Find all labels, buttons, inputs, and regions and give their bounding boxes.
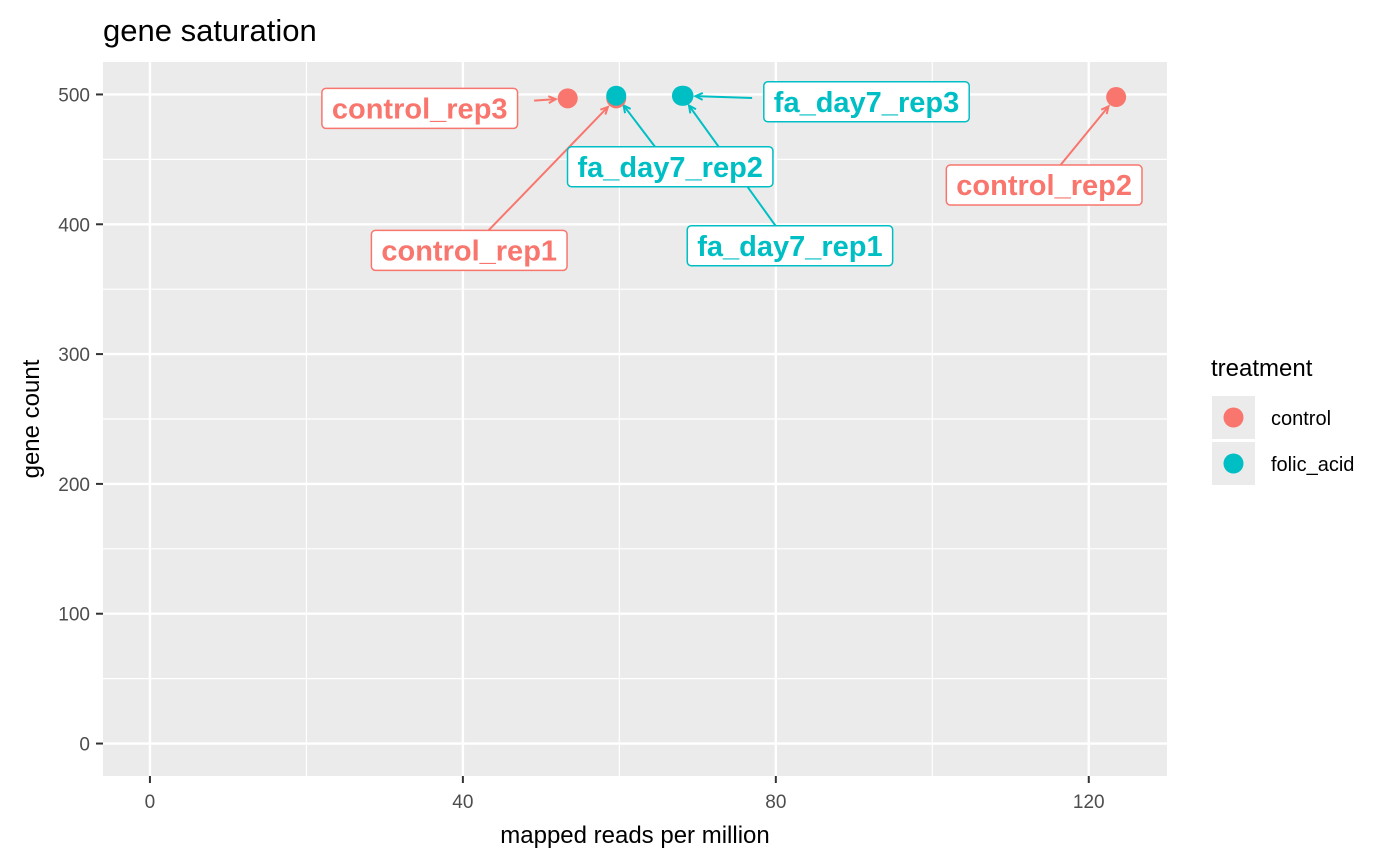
point-label: control_rep1 <box>381 235 557 267</box>
point-label-box <box>370 229 568 272</box>
x-axis: 0 40 80 120 <box>145 776 1105 813</box>
legend-key-dot <box>1223 407 1244 428</box>
x-tick-label: 120 <box>1073 792 1105 813</box>
x-tick-label: 40 <box>452 792 473 813</box>
legend: treatment control folic_acid <box>1211 355 1354 485</box>
point-label-box <box>321 87 519 130</box>
point-label-box <box>566 146 774 188</box>
y-tick-label: 100 <box>58 605 90 626</box>
y-tick-label: 400 <box>58 215 90 236</box>
leader-arrowhead <box>1100 104 1111 115</box>
leader-arrowhead <box>687 103 697 114</box>
point-label: fa_day7_rep2 <box>578 152 763 184</box>
leader-line <box>534 98 556 102</box>
leader-arrowhead <box>600 105 610 115</box>
data-points <box>557 85 1127 109</box>
y-tick-label: 0 <box>79 735 90 756</box>
major-grid <box>103 62 1167 776</box>
leader-arrowhead <box>547 95 559 104</box>
point-label-box <box>763 81 970 123</box>
y-axis-label: gene count <box>18 359 45 478</box>
chart-title: gene saturation <box>103 13 317 48</box>
data-point <box>1106 87 1127 108</box>
point-label: fa_day7_rep1 <box>697 231 882 263</box>
leader-arrowhead <box>622 103 632 114</box>
point-label: fa_day7_rep3 <box>774 87 959 119</box>
point-label: control_rep2 <box>956 170 1132 202</box>
data-point <box>557 88 578 109</box>
leader-line <box>622 104 656 148</box>
legend-title: treatment <box>1211 355 1313 382</box>
y-axis: 0 100 200 300 400 500 <box>58 85 103 756</box>
y-tick-label: 500 <box>58 85 90 106</box>
data-point <box>673 85 694 106</box>
data-point <box>606 85 627 106</box>
x-axis-label: mapped reads per million <box>500 822 769 849</box>
leader-line <box>487 106 609 232</box>
x-tick-label: 0 <box>145 792 156 813</box>
point-label-box <box>945 164 1143 206</box>
y-tick-label: 200 <box>58 475 90 496</box>
legend-label: folic_acid <box>1271 454 1354 476</box>
leader-line <box>1059 105 1110 166</box>
legend-label: control <box>1271 408 1331 430</box>
point-label: control_rep3 <box>332 93 508 125</box>
legend-key-dot <box>1223 453 1244 474</box>
leader-arrowhead <box>693 91 704 101</box>
x-tick-label: 80 <box>765 792 786 813</box>
point-label-box <box>686 225 894 267</box>
minor-grid <box>103 62 1167 776</box>
point-labels: control_rep3 control_rep1 control_rep2 fa_d… <box>321 81 1143 272</box>
leader-line <box>695 95 753 100</box>
y-tick-label: 300 <box>58 345 90 366</box>
